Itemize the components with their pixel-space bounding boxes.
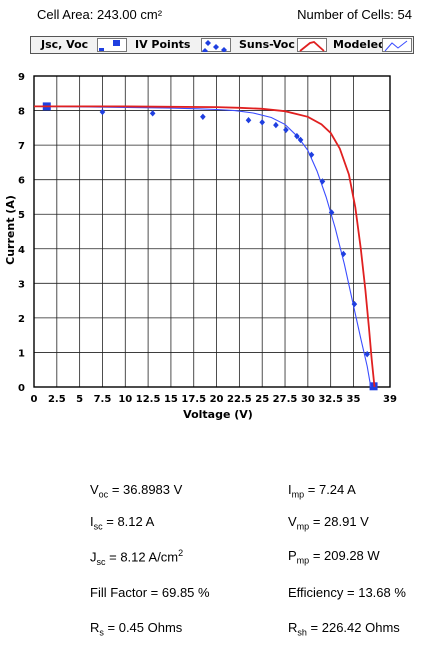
suns-voc-point	[294, 132, 300, 140]
y-tick-label: 1	[18, 348, 25, 359]
x-tick-label: 2.5	[48, 394, 66, 405]
stat-vmp: Vmp = 28.91 V	[288, 514, 369, 532]
stat-jsc: Jsc = 8.12 A/cm2	[90, 548, 184, 567]
x-tick-label: 30	[301, 394, 315, 405]
y-axis-label: Current (A)	[4, 195, 17, 265]
stat-rs-sub: s	[99, 627, 104, 638]
x-tick-label: 5	[76, 394, 83, 405]
suns-voc-point	[273, 121, 279, 129]
y-tick-label: 8	[18, 107, 25, 118]
stat-isc-sub: sc	[93, 521, 103, 532]
cell-count-caption: Number of Cells:	[297, 7, 394, 22]
stat-jsc-value: = 8.12 A/cm	[109, 549, 179, 565]
suns-voc-point	[259, 119, 266, 126]
legend-swatch-modeled	[382, 38, 412, 52]
chart-ticks: 0 2.5 5 7.5 10 12.5 15 17.5 20 22.5 25 27.5 30 32.5 35…	[18, 72, 397, 405]
stat-rsh-sub: sh	[297, 627, 307, 638]
legend-label-iv-points: IV Points	[135, 38, 191, 51]
y-tick-label: 5	[18, 210, 25, 221]
stat-rsh-value: = 226.42 Ohms	[310, 620, 400, 635]
stat-voc: Voc = 36.8983 V	[90, 482, 183, 500]
x-axis-label: Voltage (V)	[183, 408, 253, 421]
stat-pmp: Pmp = 209.28 W	[288, 548, 380, 566]
stat-rsh: Rsh = 226.42 Ohms	[288, 620, 400, 638]
suns-voc-point	[351, 300, 358, 308]
cell-area-caption: Cell Area:	[37, 7, 94, 22]
x-tick-label: 0	[31, 394, 38, 405]
suns-voc-point	[200, 113, 206, 120]
suns-voc-point	[245, 117, 252, 124]
suns-voc-point	[319, 178, 326, 185]
y-tick-label: 6	[18, 176, 25, 187]
x-tick-label: 20	[210, 394, 224, 405]
stat-isc: Isc = 8.12 A	[90, 514, 155, 532]
x-tick-label: 27.5	[273, 394, 298, 405]
stat-voc-value: = 36.8983 V	[111, 482, 183, 497]
stat-voc-sub: oc	[98, 489, 109, 500]
stat-imp: Imp = 7.24 A	[288, 482, 356, 500]
stat-imp-sub: mp	[291, 489, 305, 500]
square-marker-icon	[99, 40, 120, 51]
legend-label-jsc-voc: Jsc, Voc	[41, 38, 89, 51]
x-tick-label: 35	[347, 394, 361, 405]
y-tick-label: 3	[18, 279, 25, 290]
cell-area-value: 243.00	[97, 7, 137, 22]
suns-voc-point	[340, 250, 347, 258]
y-tick-label: 0	[18, 383, 25, 394]
stat-fill-factor: Fill Factor = 69.85 %	[90, 585, 210, 600]
suns-voc-point	[149, 110, 156, 117]
plot-frame	[33, 75, 391, 388]
diamond-marker-icon	[202, 40, 227, 54]
legend-label-suns-voc: Suns-Voc	[239, 38, 295, 51]
stat-vmp-value: = 28.91 V	[312, 514, 369, 529]
stat-rs-value: = 0.45 Ohms	[107, 620, 183, 635]
x-tick-label: 22.5	[227, 394, 252, 405]
chart-series	[33, 102, 378, 391]
stat-imp-value: = 7.24 A	[307, 482, 356, 497]
stat-jsc-sup: 2	[178, 548, 184, 558]
legend-swatch-iv-points	[201, 38, 231, 54]
x-tick-label: 12.5	[136, 394, 161, 405]
x-tick-label: 32.5	[318, 394, 343, 405]
suns-voc-point	[328, 209, 335, 216]
cell-area-label: Cell Area: 243.00 cm²	[37, 7, 162, 22]
legend-swatch-suns-voc	[297, 38, 327, 52]
suns-voc-point	[364, 350, 370, 358]
stat-rs: Rs = 0.45 Ohms	[90, 620, 183, 638]
legend-swatch-jsc-voc	[97, 38, 127, 52]
chart-legend: Jsc, Voc IV Points Suns-Voc Modeled	[30, 36, 414, 54]
x-tick-label: 39	[383, 394, 397, 405]
iv-points-curve	[33, 105, 372, 388]
stat-efficiency: Efficiency = 13.68 %	[288, 585, 406, 600]
y-tick-label: 2	[18, 314, 25, 325]
x-tick-label: 17.5	[181, 394, 206, 405]
modeled-curve	[34, 105, 376, 388]
cell-area-unit: cm²	[140, 7, 163, 22]
suns-voc-point	[99, 108, 106, 116]
stat-isc-value: = 8.12 A	[106, 514, 155, 529]
x-tick-label: 15	[164, 394, 178, 405]
blue-line-icon	[384, 40, 408, 52]
stat-jsc-sub: sc	[96, 556, 106, 567]
x-tick-label: 7.5	[94, 394, 112, 405]
cell-count-label: Number of Cells: 54	[297, 7, 412, 22]
suns-voc-point	[297, 136, 304, 144]
chart-grid	[33, 75, 391, 388]
cell-count-value: 54	[397, 7, 412, 22]
y-tick-label: 7	[18, 141, 25, 152]
iv-curve-chart: 0 2.5 5 7.5 10 12.5 15 17.5 20 22.5 25 27.5 30 32.5 35…	[4, 72, 397, 421]
y-tick-label: 4	[18, 245, 25, 256]
legend-label-modeled: Modeled	[333, 38, 386, 51]
x-tick-label: 10	[118, 394, 132, 405]
stat-vmp-sub: mp	[296, 521, 310, 532]
x-tick-label: 25	[255, 394, 269, 405]
stat-pmp-sub: mp	[296, 555, 310, 566]
y-tick-label: 9	[18, 72, 25, 83]
stat-pmp-value: = 209.28 W	[312, 548, 380, 563]
suns-voc-point	[283, 126, 289, 134]
suns-voc-point	[308, 151, 315, 158]
red-line-icon	[299, 41, 325, 52]
